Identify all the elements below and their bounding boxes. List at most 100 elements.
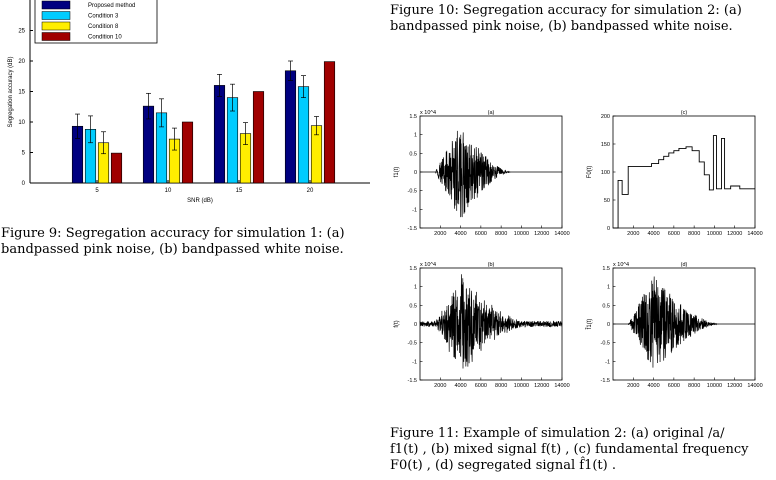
legend: Proposed method Condition 3 Condition 8 Con… (34, 0, 158, 44)
y-tick-label: 0.5 (409, 303, 417, 309)
scale-label: x 10^4 (420, 262, 436, 268)
x-tick-label: 2000 (434, 383, 446, 389)
y-tick-label: 0 (22, 181, 26, 187)
x-tick-label: 8000 (495, 231, 507, 237)
y-tick-label: 1 (607, 285, 610, 291)
y-tick-label: 50 (604, 198, 610, 204)
bar (297, 86, 310, 184)
y-tick-label: 20 (18, 59, 25, 65)
y-tick-label: -0.5 (408, 341, 417, 347)
legend-label: Condition 3 (88, 14, 119, 20)
x-tick-label: 4000 (647, 231, 659, 237)
x-tick-label: 2000 (434, 231, 446, 237)
bar (252, 91, 265, 184)
x-tick-label: 10000 (514, 383, 529, 389)
y-tick-label: 1.5 (409, 266, 417, 272)
y-tick-label: 25 (18, 29, 25, 35)
y-tick-label: 0 (414, 170, 417, 176)
x-tick-label: 8000 (688, 383, 700, 389)
x-tick-label: 10000 (707, 231, 722, 237)
y-tick-label: 0.5 (409, 151, 417, 157)
y-tick-label: 1.5 (602, 266, 610, 272)
y-tick-label: 1 (414, 285, 417, 291)
x-tick-label: 12000 (727, 231, 742, 237)
bar (110, 152, 123, 184)
y-tick-label: 15 (18, 90, 25, 96)
x-tick-label: 6000 (668, 231, 680, 237)
signal-trace (419, 274, 563, 369)
signal-trace (613, 276, 755, 368)
scale-label: x 10^4 (613, 262, 629, 268)
fig9-bar-chart: 0 5 10 15 20 25 Segregation accuracy (dB) SNR (… (8, 0, 370, 204)
fig11-caption-line3: F0(t) , (d) segregated signal f̂1(t) . (390, 458, 616, 473)
y-tick-label: -1 (605, 359, 610, 365)
legend-label: Condition 10 (88, 35, 122, 41)
y-tick-label: 0 (607, 322, 610, 328)
y-axis-label: Segregation accuracy (dB) (8, 56, 14, 127)
x-tick-label: 8000 (688, 231, 700, 237)
subplot-b: (b) x 10^4 f(t) 1.5 1 0.5 0 -0.5 -1 -1.5 2000 4000 6… (394, 262, 570, 389)
y-tick-label: -1 (412, 359, 417, 365)
x-tick-label: 10 (165, 188, 172, 194)
y-tick-label: 0.5 (602, 303, 610, 309)
fig9-caption: Figure 9: Segregation accuracy for simul… (1, 226, 345, 257)
x-tick-label: 4000 (647, 383, 659, 389)
subplot-d: (d) x 10^4 f̂1(t) 1.5 1 0.5 0 -0.5 -1 -1.5 2000 400… (586, 262, 763, 389)
fig11-caption: Figure 11: Example of simulation 2: (a) … (390, 426, 776, 474)
x-tick-label: 2000 (627, 231, 639, 237)
plot-frame (612, 115, 756, 229)
subplot-a: (a) x 10^4 f1(t) 1.5 1 0.5 0 -0.5 -1 -1.5 2000 4000… (394, 110, 570, 237)
y-axis-label: f̂1(t) (586, 319, 593, 330)
x-tick-label: 6000 (475, 383, 487, 389)
x-tick-label: 14000 (747, 383, 762, 389)
x-tick-label: 12000 (727, 383, 742, 389)
subplot-title: (b) (488, 262, 495, 268)
x-tick-label: 15 (236, 188, 243, 194)
x-tick-label: 14000 (554, 231, 569, 237)
y-tick-label: 0 (414, 322, 417, 328)
legend-swatch (41, 32, 71, 41)
x-tick-label: 14000 (554, 383, 569, 389)
legend-label: Condition 8 (88, 24, 119, 30)
bar (213, 85, 226, 184)
x-tick-label: 12000 (534, 383, 549, 389)
bar (181, 121, 194, 184)
fig11-caption-line2: f1(t) , (b) mixed signal f(t) , (c) fund… (390, 442, 749, 457)
y-tick-label: -0.5 (408, 189, 417, 195)
y-tick-label: 100 (601, 170, 610, 176)
y-tick-label: -1.5 (601, 378, 610, 384)
x-tick-label: 14000 (747, 231, 762, 237)
x-tick-label: 4000 (454, 231, 466, 237)
y-tick-label: -0.5 (601, 341, 610, 347)
bar (323, 61, 336, 184)
legend-label: Proposed method (88, 3, 135, 9)
bar (284, 70, 297, 184)
x-tick-label: 12000 (534, 231, 549, 237)
x-axis-label: SNR (dB) (187, 198, 213, 204)
y-axis-label: f(t) (394, 320, 400, 327)
subplot-title: (d) (681, 262, 688, 268)
y-tick-label: -1.5 (408, 226, 417, 232)
x-tick-label: 8000 (495, 383, 507, 389)
y-tick-label: -1.5 (408, 378, 417, 384)
x-tick-label: 6000 (475, 231, 487, 237)
subplot-title: (c) (681, 110, 688, 116)
y-axis-label: f1(t) (394, 167, 400, 178)
fig10-caption: Figure 10: Segregation accuracy for simu… (390, 3, 742, 34)
y-axis-label: F0(t) (587, 166, 593, 179)
y-tick-label: 0 (607, 226, 610, 232)
f0-trace (613, 135, 755, 229)
y-tick-label: 1.5 (409, 114, 417, 120)
subplot-title: (a) (488, 110, 495, 116)
legend-swatch (41, 0, 71, 10)
y-tick-label: 200 (601, 114, 610, 120)
x-tick-label: 5 (95, 188, 99, 194)
x-tick-label: 2000 (627, 383, 639, 389)
x-tick-label: 4000 (454, 383, 466, 389)
y-tick-label: 10 (18, 120, 25, 126)
y-tick-label: -1 (412, 207, 417, 213)
scale-label: x 10^4 (420, 110, 436, 116)
x-tick-label: 10000 (707, 383, 722, 389)
x-tick-label: 10000 (514, 231, 529, 237)
